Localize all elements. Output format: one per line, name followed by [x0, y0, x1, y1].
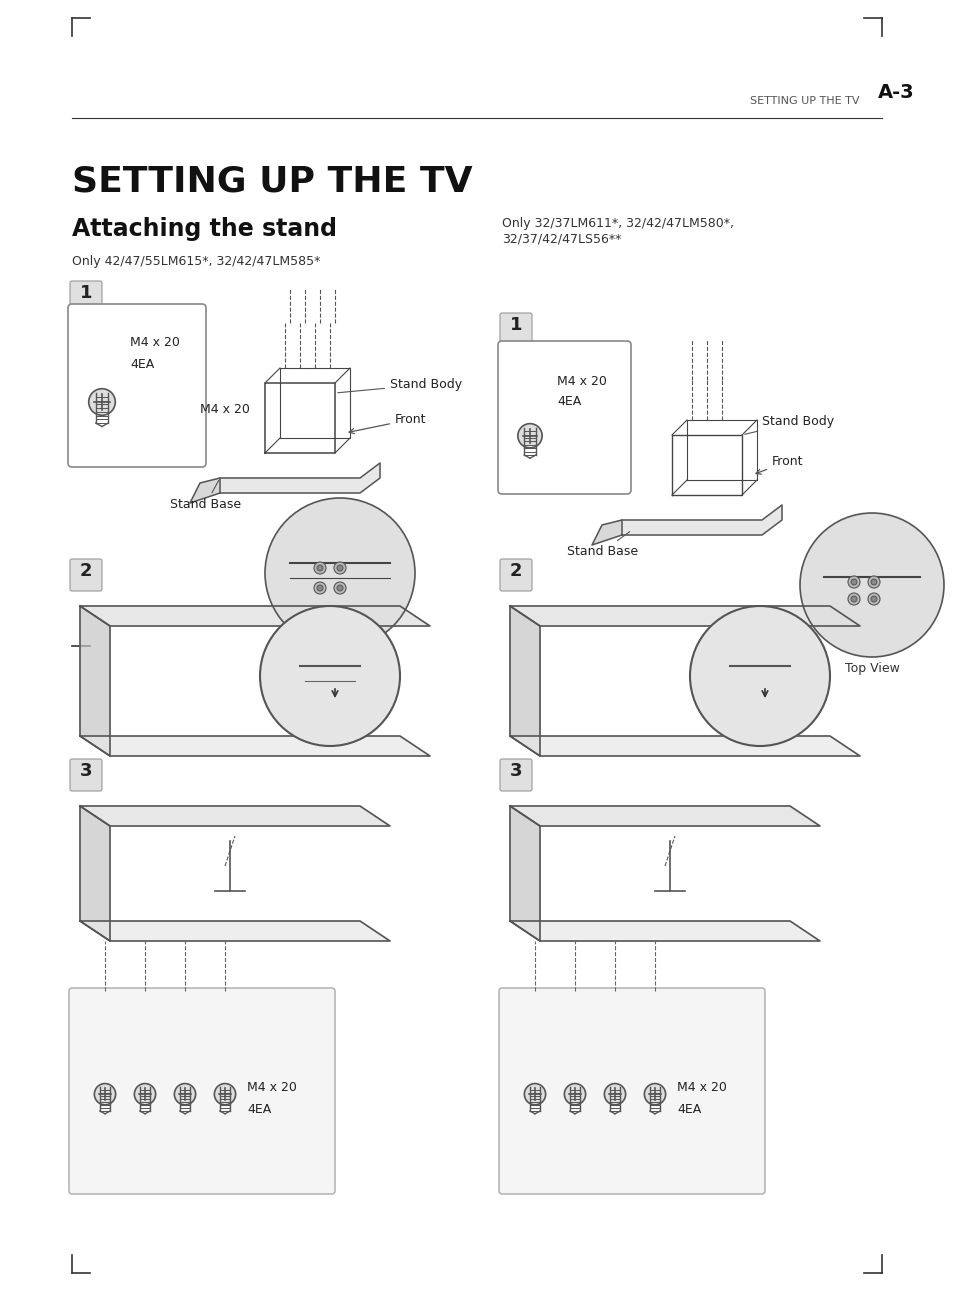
- Text: Attaching the stand: Attaching the stand: [71, 217, 336, 241]
- Text: Top View: Top View: [843, 662, 899, 675]
- Circle shape: [564, 1083, 585, 1105]
- Circle shape: [316, 585, 323, 591]
- FancyBboxPatch shape: [499, 759, 532, 791]
- Text: 1: 1: [80, 284, 92, 302]
- Circle shape: [334, 582, 346, 594]
- Polygon shape: [80, 605, 430, 626]
- Polygon shape: [510, 920, 820, 941]
- Text: Stand Base: Stand Base: [170, 480, 241, 511]
- FancyBboxPatch shape: [499, 312, 532, 345]
- Circle shape: [517, 423, 541, 448]
- Polygon shape: [80, 806, 110, 941]
- Circle shape: [689, 605, 829, 746]
- Circle shape: [314, 562, 326, 574]
- Circle shape: [334, 562, 346, 574]
- FancyBboxPatch shape: [497, 341, 630, 494]
- Circle shape: [134, 1083, 155, 1105]
- Circle shape: [643, 1083, 665, 1105]
- Circle shape: [316, 565, 323, 571]
- Text: A-3: A-3: [877, 83, 914, 102]
- FancyBboxPatch shape: [70, 559, 102, 591]
- Circle shape: [847, 576, 859, 587]
- Circle shape: [850, 596, 856, 602]
- Text: 3: 3: [509, 762, 521, 780]
- Text: 4EA: 4EA: [677, 1103, 700, 1115]
- Circle shape: [174, 1083, 195, 1105]
- Circle shape: [847, 593, 859, 605]
- Text: SETTING UP THE TV: SETTING UP THE TV: [71, 165, 472, 199]
- Text: Front: Front: [755, 454, 802, 474]
- FancyBboxPatch shape: [68, 303, 206, 467]
- Polygon shape: [80, 920, 390, 941]
- Text: Stand Body: Stand Body: [337, 378, 461, 392]
- Circle shape: [867, 576, 879, 587]
- Circle shape: [314, 582, 326, 594]
- Text: Stand Body: Stand Body: [744, 414, 833, 434]
- Text: 4EA: 4EA: [247, 1103, 271, 1115]
- Polygon shape: [80, 806, 390, 826]
- Circle shape: [800, 513, 943, 657]
- Text: 4EA: 4EA: [130, 358, 154, 371]
- Polygon shape: [510, 605, 539, 757]
- Polygon shape: [190, 478, 220, 503]
- Polygon shape: [510, 806, 539, 941]
- Text: Stand Base: Stand Base: [566, 532, 638, 558]
- FancyBboxPatch shape: [499, 559, 532, 591]
- Circle shape: [850, 578, 856, 585]
- Text: 4EA: 4EA: [557, 395, 580, 408]
- FancyBboxPatch shape: [70, 281, 102, 312]
- Text: Only 32/37LM611*, 32/42/47LM580*,
32/37/42/47LS56**: Only 32/37LM611*, 32/42/47LM580*, 32/37/…: [501, 217, 733, 245]
- FancyBboxPatch shape: [498, 988, 764, 1194]
- Polygon shape: [510, 605, 859, 626]
- Circle shape: [214, 1083, 235, 1105]
- Polygon shape: [510, 806, 820, 826]
- Circle shape: [524, 1083, 545, 1105]
- Polygon shape: [80, 736, 430, 757]
- Text: M4 x 20: M4 x 20: [677, 1081, 726, 1093]
- Text: 2: 2: [509, 562, 521, 580]
- Circle shape: [870, 578, 876, 585]
- Circle shape: [94, 1083, 115, 1105]
- Circle shape: [604, 1083, 625, 1105]
- Text: M4 x 20: M4 x 20: [130, 336, 180, 349]
- FancyBboxPatch shape: [70, 759, 102, 791]
- Text: 2: 2: [80, 562, 92, 580]
- Circle shape: [336, 565, 343, 571]
- Polygon shape: [621, 505, 781, 534]
- Polygon shape: [510, 736, 859, 757]
- Text: M4 x 20: M4 x 20: [200, 403, 250, 416]
- Circle shape: [89, 389, 115, 416]
- Text: 3: 3: [80, 762, 92, 780]
- Text: Front: Front: [349, 413, 426, 434]
- FancyBboxPatch shape: [69, 988, 335, 1194]
- Text: Top View: Top View: [313, 653, 367, 666]
- Circle shape: [336, 585, 343, 591]
- Text: M4 x 20: M4 x 20: [557, 374, 606, 389]
- Text: SETTING UP THE TV: SETTING UP THE TV: [749, 96, 859, 106]
- Circle shape: [260, 605, 399, 746]
- Polygon shape: [220, 463, 379, 493]
- Text: Only 42/47/55LM615*, 32/42/47LM585*: Only 42/47/55LM615*, 32/42/47LM585*: [71, 256, 320, 269]
- Circle shape: [870, 596, 876, 602]
- Text: 1: 1: [509, 316, 521, 334]
- Polygon shape: [80, 605, 110, 757]
- Circle shape: [265, 498, 415, 648]
- Polygon shape: [592, 520, 621, 545]
- Text: M4 x 20: M4 x 20: [247, 1081, 296, 1093]
- Circle shape: [867, 593, 879, 605]
